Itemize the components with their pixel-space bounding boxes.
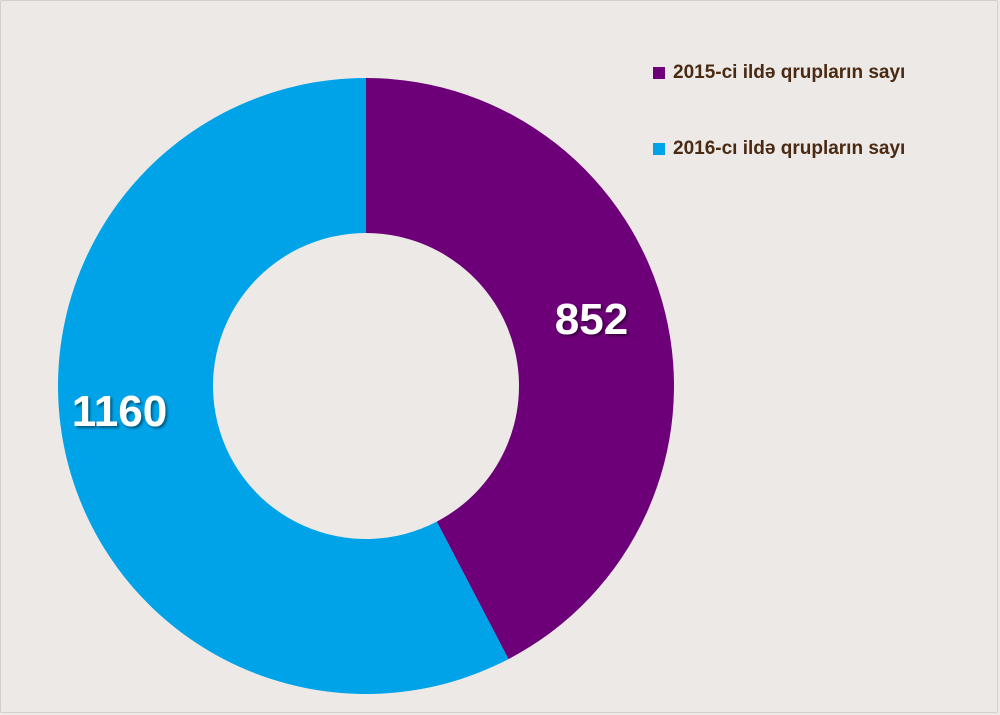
legend-item-2015: 2015-ci ildə qrupların sayı: [653, 61, 993, 85]
legend-item-2016: 2016-cı ildə qrupların sayı: [653, 137, 993, 161]
legend-label-2015: 2015-ci ildə qrupların sayı: [673, 62, 906, 83]
donut-slice-2016: [57, 78, 509, 694]
legend-label-2016: 2016-cı ildə qrupların sayı: [673, 138, 906, 159]
data-label-2016: 1160: [72, 387, 167, 436]
donut-slices: [57, 78, 674, 694]
legend-swatch-2015: [653, 67, 665, 79]
donut-data-labels: 852 1160: [72, 295, 628, 436]
data-label-2015: 852: [555, 295, 628, 344]
donut-slice-2015: [366, 78, 674, 660]
legend: 2015-ci ildə qrupların sayı 2016-cı ildə…: [653, 61, 993, 213]
legend-swatch-2016: [653, 143, 665, 155]
